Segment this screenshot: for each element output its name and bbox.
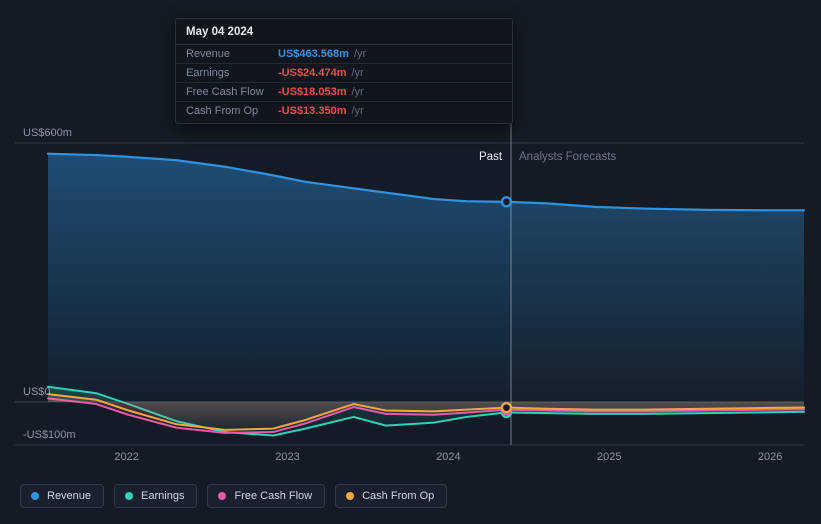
past-section-label: Past	[479, 151, 502, 163]
tooltip-row-cfo: Cash From Op -US$13.350m /yr	[176, 102, 512, 123]
forecast-section-label: Analysts Forecasts	[519, 151, 616, 163]
legend-label: Cash From Op	[362, 490, 434, 502]
hover-tooltip: May 04 2024 Revenue US$463.568m /yr Earn…	[175, 18, 513, 124]
tooltip-row-earnings: Earnings -US$24.474m /yr	[176, 64, 512, 83]
legend-label: Revenue	[47, 490, 91, 502]
tooltip-value: -US$13.350m	[278, 105, 347, 117]
tooltip-unit: /yr	[354, 48, 366, 60]
legend: Revenue Earnings Free Cash Flow Cash Fro…	[20, 484, 447, 508]
tooltip-unit: /yr	[352, 67, 364, 79]
legend-label: Free Cash Flow	[234, 490, 312, 502]
legend-item-fcf[interactable]: Free Cash Flow	[207, 484, 325, 508]
tooltip-label: Cash From Op	[186, 105, 278, 117]
y-tick-label: US$600m	[23, 127, 72, 139]
tooltip-row-revenue: Revenue US$463.568m /yr	[176, 45, 512, 64]
x-tick-label: 2024	[436, 451, 460, 463]
tooltip-label: Earnings	[186, 67, 278, 79]
tooltip-row-fcf: Free Cash Flow -US$18.053m /yr	[176, 83, 512, 102]
tooltip-unit: /yr	[352, 86, 364, 98]
tooltip-label: Revenue	[186, 48, 278, 60]
y-tick-label: US$0	[23, 386, 51, 398]
tooltip-value: US$463.568m	[278, 48, 349, 60]
legend-dot-icon	[125, 492, 133, 500]
legend-label: Earnings	[141, 490, 184, 502]
legend-dot-icon	[218, 492, 226, 500]
tooltip-value: -US$18.053m	[278, 86, 347, 98]
x-tick-label: 2026	[758, 451, 782, 463]
legend-dot-icon	[346, 492, 354, 500]
tooltip-date: May 04 2024	[176, 19, 512, 45]
legend-item-earnings[interactable]: Earnings	[114, 484, 197, 508]
tooltip-label: Free Cash Flow	[186, 86, 278, 98]
x-tick-label: 2022	[114, 451, 138, 463]
legend-dot-icon	[31, 492, 39, 500]
tooltip-value: -US$24.474m	[278, 67, 347, 79]
x-tick-label: 2025	[597, 451, 621, 463]
legend-item-revenue[interactable]: Revenue	[20, 484, 104, 508]
legend-item-cfo[interactable]: Cash From Op	[335, 484, 447, 508]
x-tick-label: 2023	[275, 451, 299, 463]
tooltip-unit: /yr	[352, 105, 364, 117]
y-tick-label: -US$100m	[23, 429, 76, 441]
